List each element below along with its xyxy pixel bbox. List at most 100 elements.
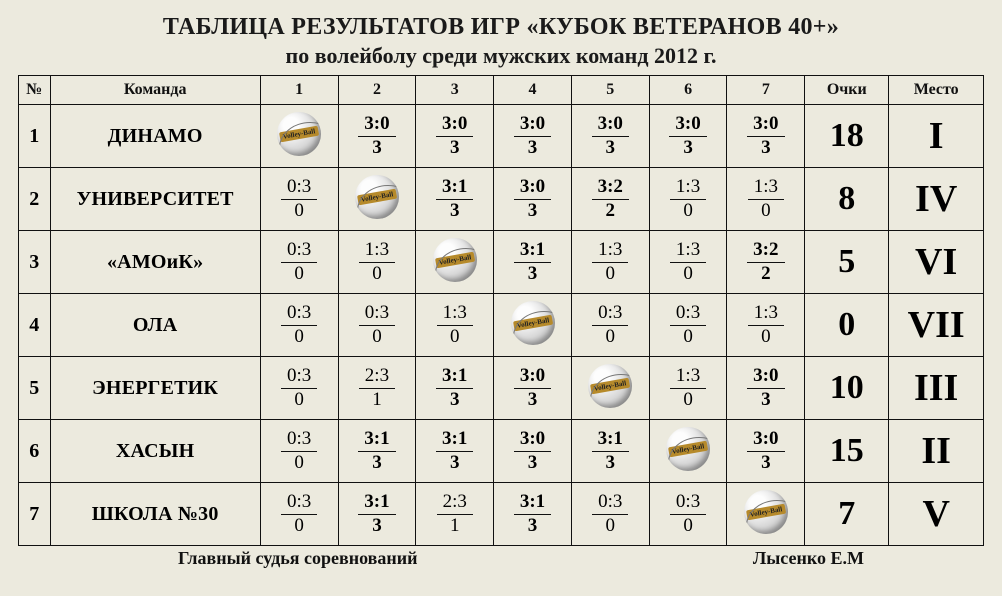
ball-label: Volley-Ball bbox=[590, 377, 630, 394]
game-points: 0 bbox=[372, 326, 382, 347]
game-score: 2:3 bbox=[437, 492, 473, 515]
game-score: 1:3 bbox=[592, 240, 628, 263]
game-points: 2 bbox=[761, 263, 771, 284]
score-cell: 3:03 bbox=[416, 105, 493, 167]
game-score: 0:3 bbox=[281, 303, 317, 326]
game-score: 3:1 bbox=[358, 492, 395, 515]
game-score: 0:3 bbox=[592, 492, 628, 515]
table-row: 7ШКОЛА №300:303:132:313:130:300:30Volley… bbox=[19, 483, 984, 546]
game-cell: 3:03 bbox=[494, 105, 572, 168]
table-row: 2УНИВЕРСИТЕТ0:30Volley-Ball3:133:033:221… bbox=[19, 168, 984, 231]
game-cell: 3:03 bbox=[494, 357, 572, 420]
game-points: 3 bbox=[450, 200, 460, 221]
team-name: ХАСЫН bbox=[50, 420, 260, 483]
game-points: 3 bbox=[528, 263, 538, 284]
score-cell: 3:13 bbox=[572, 420, 649, 482]
team-name: УНИВЕРСИТЕТ bbox=[50, 168, 260, 231]
score-cell: 3:03 bbox=[494, 105, 571, 167]
game-score: 1:3 bbox=[748, 303, 784, 326]
score-cell: 1:30 bbox=[650, 231, 727, 293]
team-name: ШКОЛА №30 bbox=[50, 483, 260, 546]
game-points: 3 bbox=[761, 389, 771, 410]
total-points: 10 bbox=[805, 357, 889, 420]
game-cell: 0:30 bbox=[260, 357, 338, 420]
game-score: 3:1 bbox=[436, 177, 473, 200]
game-cell: 3:13 bbox=[338, 420, 416, 483]
game-points: 0 bbox=[683, 389, 693, 410]
game-score: 3:0 bbox=[747, 114, 784, 137]
hdr-points: Очки bbox=[805, 76, 889, 105]
row-index: 5 bbox=[19, 357, 51, 420]
game-score: 1:3 bbox=[748, 177, 784, 200]
game-points: 0 bbox=[294, 200, 304, 221]
game-cell: 3:03 bbox=[338, 105, 416, 168]
score-cell: 3:03 bbox=[727, 105, 804, 167]
table-row: 6ХАСЫН0:303:133:133:033:13Volley-Ball3:0… bbox=[19, 420, 984, 483]
ball-label: Volley-Ball bbox=[435, 251, 475, 268]
volleyball-icon: Volley-Ball bbox=[277, 112, 321, 156]
game-points: 0 bbox=[683, 200, 693, 221]
game-cell: 2:31 bbox=[338, 357, 416, 420]
game-points: 3 bbox=[683, 137, 693, 158]
game-points: 0 bbox=[450, 326, 460, 347]
game-score: 0:3 bbox=[281, 492, 317, 515]
place: III bbox=[889, 357, 984, 420]
game-cell: 2:31 bbox=[416, 483, 494, 546]
game-score: 3:0 bbox=[436, 114, 473, 137]
game-cell: 3:03 bbox=[494, 420, 572, 483]
results-table: № Команда 1 2 3 4 5 6 7 Очки Место 1ДИНА… bbox=[18, 75, 984, 546]
place: I bbox=[889, 105, 984, 168]
game-points: 3 bbox=[528, 200, 538, 221]
game-cell: 1:30 bbox=[571, 231, 649, 294]
game-points: 3 bbox=[761, 137, 771, 158]
score-cell: 3:03 bbox=[339, 105, 416, 167]
score-cell: 3:03 bbox=[494, 420, 571, 482]
game-score: 0:3 bbox=[670, 492, 706, 515]
total-points: 5 bbox=[805, 231, 889, 294]
footer-role: Главный судья соревнований bbox=[178, 548, 417, 569]
game-score: 1:3 bbox=[670, 240, 706, 263]
game-points: 0 bbox=[294, 452, 304, 473]
row-index: 3 bbox=[19, 231, 51, 294]
score-cell: 0:30 bbox=[261, 357, 338, 419]
score-cell: 3:13 bbox=[339, 483, 416, 545]
game-score: 0:3 bbox=[592, 303, 628, 326]
game-cell: 1:30 bbox=[338, 231, 416, 294]
total-points: 0 bbox=[805, 294, 889, 357]
game-score: 3:2 bbox=[592, 177, 629, 200]
total-points: 18 bbox=[805, 105, 889, 168]
game-cell: 0:30 bbox=[649, 294, 727, 357]
row-index: 6 bbox=[19, 420, 51, 483]
game-points: 1 bbox=[372, 389, 382, 410]
game-score: 3:1 bbox=[436, 429, 473, 452]
volleyball-icon: Volley-Ball bbox=[511, 301, 555, 345]
game-cell: 0:30 bbox=[260, 168, 338, 231]
score-cell: 0:30 bbox=[339, 294, 416, 356]
score-cell: 1:30 bbox=[650, 168, 727, 230]
table-row: 5ЭНЕРГЕТИК0:302:313:133:03Volley-Ball1:3… bbox=[19, 357, 984, 420]
game-score: 1:3 bbox=[670, 177, 706, 200]
table-row: 3«АМОиК»0:301:30Volley-Ball3:131:301:303… bbox=[19, 231, 984, 294]
game-points: 0 bbox=[683, 326, 693, 347]
game-cell: Volley-Ball bbox=[649, 420, 727, 483]
game-score: 0:3 bbox=[670, 303, 706, 326]
team-name: ОЛА bbox=[50, 294, 260, 357]
score-cell: 0:30 bbox=[261, 294, 338, 356]
game-points: 0 bbox=[294, 389, 304, 410]
hdr-col-6: 6 bbox=[649, 76, 727, 105]
score-cell: 3:13 bbox=[494, 231, 571, 293]
game-cell: 3:03 bbox=[416, 105, 494, 168]
table-row: 1ДИНАМОVolley-Ball3:033:033:033:033:033:… bbox=[19, 105, 984, 168]
score-cell: 0:30 bbox=[572, 483, 649, 545]
place: VII bbox=[889, 294, 984, 357]
game-cell: Volley-Ball bbox=[494, 294, 572, 357]
ball-label: Volley-Ball bbox=[668, 440, 708, 457]
game-points: 2 bbox=[606, 200, 616, 221]
game-cell: 1:30 bbox=[727, 294, 805, 357]
game-score: 3:0 bbox=[514, 366, 551, 389]
game-cell: 3:03 bbox=[494, 168, 572, 231]
game-points: 3 bbox=[606, 452, 616, 473]
game-cell: 1:30 bbox=[649, 168, 727, 231]
ball-label: Volley-Ball bbox=[279, 125, 319, 142]
score-cell: 1:30 bbox=[416, 294, 493, 356]
